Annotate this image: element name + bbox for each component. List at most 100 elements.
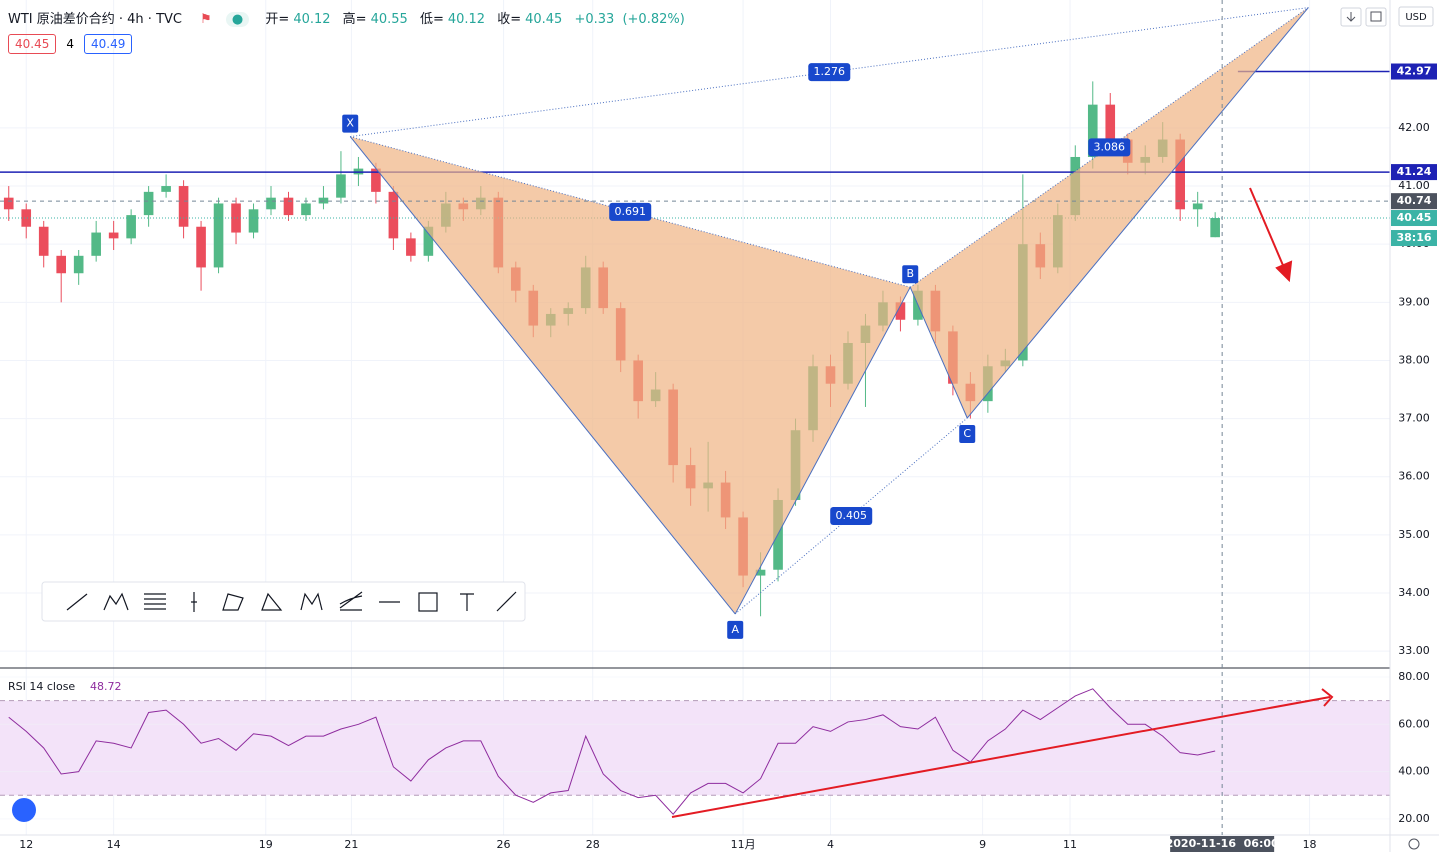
- pattern-leg: [966, 7, 1309, 419]
- ratio-label: 3.086: [1094, 140, 1126, 153]
- quote: 40.45 4 40.49: [8, 34, 133, 54]
- y-tick-label: 40.00: [1398, 765, 1430, 778]
- tool-line[interactable]: [496, 591, 517, 612]
- point-box: [727, 620, 744, 639]
- x-tick-label: 4: [827, 838, 834, 851]
- candle-body: [231, 203, 241, 233]
- y-tick-label: 39.00: [1398, 295, 1430, 308]
- candle-body: [73, 255, 84, 274]
- candle-body: [3, 197, 14, 210]
- pattern-ratio-line: [350, 136, 911, 288]
- value: 40.12: [293, 12, 331, 27]
- tool-text[interactable]: [460, 593, 474, 611]
- currency: USD: [1405, 12, 1427, 23]
- ratio-box: [609, 202, 652, 221]
- x-tick-label: 14: [107, 838, 121, 851]
- point-label: C: [963, 427, 971, 440]
- symbol: WTI 原油差价合约 · 4h · TVC: [8, 12, 182, 27]
- ohlc-high: 高= 40.55: [343, 12, 412, 27]
- tool-xabcd[interactable]: [300, 592, 323, 611]
- annotations: [671, 187, 1334, 818]
- tool-pattern[interactable]: [103, 592, 129, 611]
- tool-rect[interactable]: [418, 592, 438, 612]
- candle-body: [755, 569, 766, 576]
- crosshair-price-box: [1391, 193, 1437, 210]
- y-tick-label: 20.00: [1398, 812, 1430, 825]
- x-tick-label: 12: [19, 838, 33, 851]
- last-price-label-box: [1391, 210, 1437, 227]
- rsi-value: 48.72: [90, 680, 122, 693]
- logo: [12, 798, 36, 822]
- point-box: [959, 425, 976, 444]
- drawing-toolbar: [41, 581, 526, 622]
- y-tick-label: 34.00: [1398, 586, 1430, 599]
- level-label-box: [1391, 164, 1437, 181]
- point-box: [902, 265, 919, 284]
- y-tick-label: 36.00: [1398, 470, 1430, 483]
- toolbar: [41, 581, 526, 622]
- candle-body: [1105, 104, 1116, 140]
- rsi-line: [8, 688, 1216, 815]
- ohlc-open: 开= 40.12: [265, 12, 334, 27]
- y-tick-label: 42.00: [1398, 121, 1430, 134]
- pattern-fill: [910, 7, 1309, 419]
- y-tick-label: 41.00: [1398, 179, 1430, 192]
- button[interactable]: [1340, 7, 1362, 27]
- countdown-box: [1391, 230, 1437, 247]
- tool-fan[interactable]: [339, 591, 363, 611]
- point-label: A: [731, 623, 739, 636]
- tool-fib[interactable]: [144, 593, 166, 610]
- ohlc-low: 低= 40.12: [420, 12, 489, 27]
- rsi-band: [0, 700, 1390, 796]
- settings-icon[interactable]: [1408, 838, 1420, 850]
- bid[interactable]: 40.45: [8, 34, 57, 54]
- y-tick-label: 33.00: [1398, 644, 1430, 657]
- arrowhead: [1321, 688, 1334, 707]
- pattern-leg: [734, 286, 911, 615]
- candle-body: [56, 255, 67, 274]
- candle-body: [318, 197, 329, 204]
- x-tick-label: 19: [259, 838, 273, 851]
- candle-body: [108, 232, 119, 239]
- last-price-label: 40.45: [1397, 211, 1432, 224]
- tool-vline[interactable]: [191, 592, 197, 612]
- x-tick-label: 18: [1303, 838, 1317, 851]
- ratio-box: [808, 63, 851, 82]
- arrow: [1249, 187, 1286, 271]
- candle-body: [126, 215, 136, 239]
- crosshair-price: 40.74: [1397, 194, 1432, 207]
- tool-shape[interactable]: [222, 593, 244, 611]
- ratio-label: 0.405: [835, 509, 867, 522]
- status-icon[interactable]: ●: [225, 12, 250, 27]
- candle-body: [1175, 139, 1185, 210]
- button[interactable]: [1365, 7, 1387, 27]
- candle-body: [336, 174, 346, 198]
- window-controls: [12, 6, 1434, 850]
- candle-body: [301, 203, 311, 216]
- currency-box[interactable]: [1398, 6, 1434, 27]
- icon: [1370, 11, 1382, 22]
- tool-trend[interactable]: [66, 593, 88, 611]
- crosshair-time: 2020-11-16 06:00: [1166, 837, 1279, 850]
- ratio-label: 0.691: [614, 205, 646, 218]
- flag-icon[interactable]: ⚑: [200, 12, 212, 27]
- tool-triangle[interactable]: [261, 592, 283, 611]
- candle-body: [371, 168, 381, 192]
- value: 40.45: [525, 12, 563, 27]
- value: 40.55: [370, 12, 408, 27]
- y-tick-label: 60.00: [1398, 717, 1430, 730]
- y-tick-label: 80.00: [1398, 670, 1430, 683]
- pattern-fill: [350, 136, 911, 614]
- label: 开=: [265, 12, 290, 27]
- countdown: 38:16: [1396, 231, 1431, 244]
- ask[interactable]: 40.49: [84, 34, 133, 54]
- value: 40.12: [447, 12, 486, 27]
- level-label: 41.24: [1397, 165, 1432, 178]
- candle-body: [213, 203, 224, 268]
- crosshair-time-box: [1170, 836, 1275, 852]
- label: 高=: [342, 12, 367, 27]
- point-box: [342, 114, 359, 133]
- ohlc-close: 收= 40.45: [497, 12, 566, 27]
